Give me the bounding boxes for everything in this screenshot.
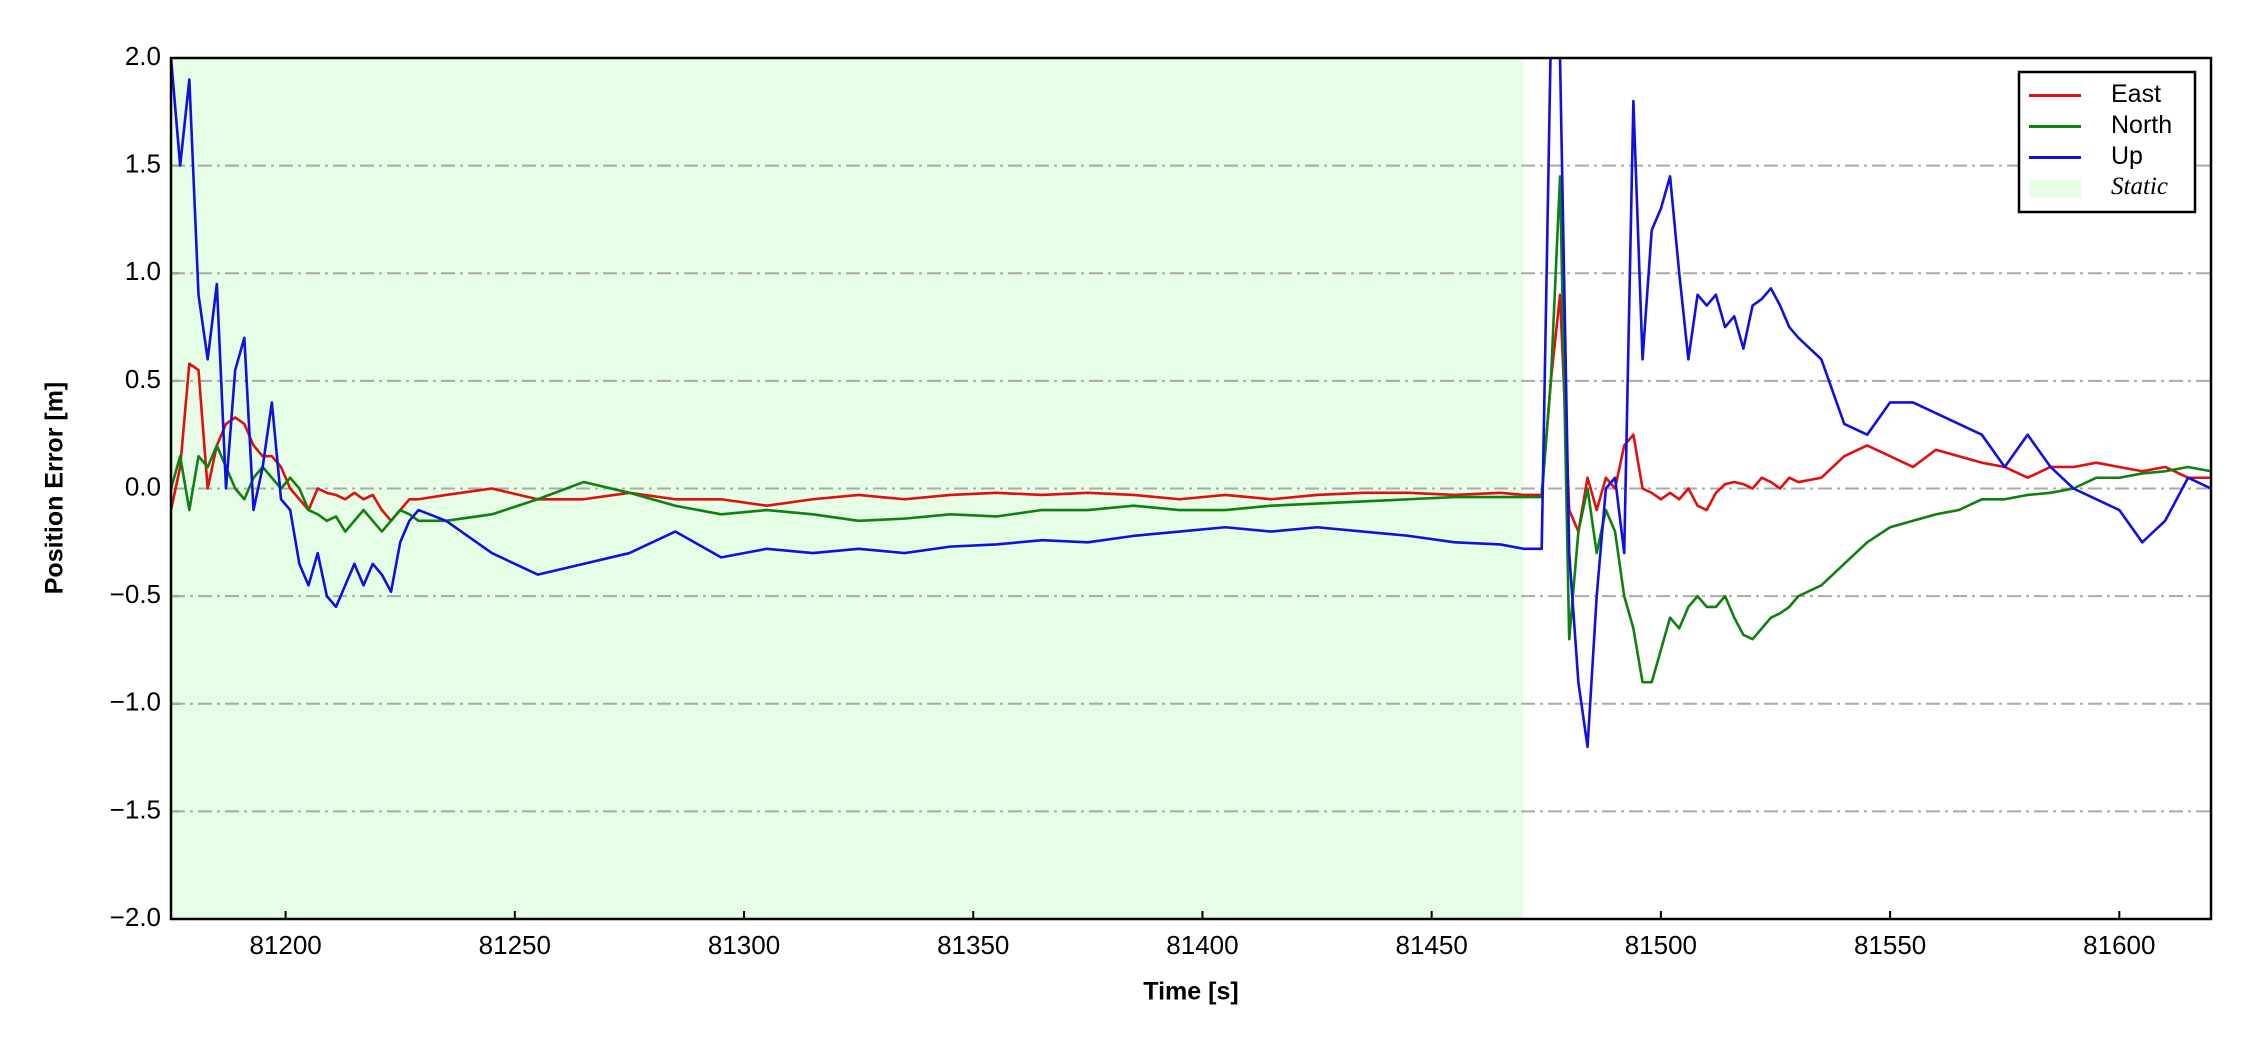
legend-label: Static <box>2111 173 2168 200</box>
x-tick-label: 81550 <box>1854 930 1926 960</box>
y-axis-label: Position Error [m] <box>41 382 69 595</box>
y-tick-label: 1.5 <box>125 149 161 179</box>
plot-lines <box>171 58 2211 749</box>
x-tick-label: 81250 <box>479 930 551 960</box>
x-tick-label: 81200 <box>249 930 321 960</box>
legend-label: East <box>2111 80 2161 108</box>
x-tick-label: 81600 <box>2083 930 2155 960</box>
y-tick-label: −0.5 <box>110 579 161 609</box>
series-line <box>171 293 2211 533</box>
x-tick-label: 81350 <box>937 930 1009 960</box>
x-tick-label: 81450 <box>1396 930 1468 960</box>
x-axis-label: Time [s] <box>1143 978 1238 1006</box>
x-tick-label: 81500 <box>1625 930 1697 960</box>
y-tick-label: −1.0 <box>110 687 161 717</box>
x-tick-label: 81400 <box>1166 930 1238 960</box>
y-tick-label: 0.5 <box>125 364 161 394</box>
y-tick-label: 1.0 <box>125 256 161 286</box>
legend-swatch <box>2029 179 2081 198</box>
y-tick-label: −1.5 <box>110 794 161 824</box>
y-tick-label: −2.0 <box>110 902 161 932</box>
y-tick-label: 0.0 <box>125 471 161 501</box>
series-line <box>171 175 2211 684</box>
legend-label: North <box>2111 111 2172 139</box>
plot-frame <box>169 56 2213 921</box>
series-line <box>171 58 2211 749</box>
legend-label: Up <box>2111 142 2143 170</box>
y-tick-label: 2.0 <box>125 41 161 71</box>
x-tick-label: 81300 <box>708 930 780 960</box>
